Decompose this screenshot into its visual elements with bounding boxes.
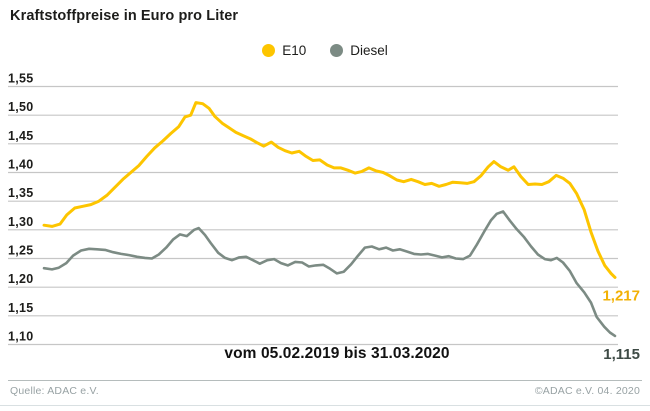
- y-tick-label: 1,25: [8, 244, 34, 258]
- e10-dot-icon: [262, 44, 276, 57]
- legend-label-e10: E10: [282, 43, 307, 58]
- diesel-dot-icon: [330, 44, 344, 57]
- y-tick-label: 1,55: [8, 72, 34, 86]
- legend-label-diesel: Diesel: [350, 43, 388, 58]
- y-tick-label: 1,40: [8, 158, 34, 172]
- e10-end-value-label: 1,217: [602, 287, 640, 304]
- date-range-caption: vom 05.02.2019 bis 31.03.2020: [224, 345, 450, 362]
- copyright-text: ©ADAC e.V. 04. 2020: [534, 385, 640, 397]
- y-tick-label: 1,20: [8, 272, 34, 286]
- chart-title: Kraftstoffpreise in Euro pro Liter: [10, 8, 239, 24]
- y-tick-label: 1,50: [8, 100, 34, 114]
- diesel-end-value-label: 1,115: [603, 346, 640, 363]
- legend-item-e10: E10: [262, 43, 306, 58]
- diesel-line: [42, 210, 617, 338]
- y-tick-label: 1,15: [8, 301, 34, 315]
- footer-divider: [8, 380, 642, 381]
- y-tick-label: 1,30: [8, 215, 34, 229]
- e10-line: [42, 101, 617, 279]
- source-text: Quelle: ADAC e.V.: [10, 385, 99, 397]
- bottom-divider: [0, 405, 650, 406]
- y-tick-label: 1,10: [8, 330, 34, 344]
- y-tick-label: 1,35: [8, 186, 34, 200]
- footer: Quelle: ADAC e.V. ©ADAC e.V. 04. 2020: [10, 385, 640, 397]
- legend-item-diesel: Diesel: [330, 43, 388, 58]
- legend: E10 Diesel: [0, 43, 650, 58]
- y-tick-label: 1,45: [8, 129, 34, 143]
